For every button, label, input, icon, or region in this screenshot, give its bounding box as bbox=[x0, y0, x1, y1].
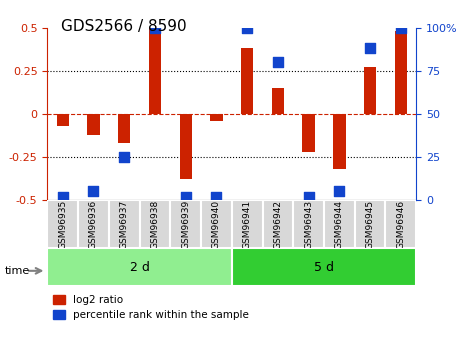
FancyBboxPatch shape bbox=[140, 200, 170, 248]
Text: GSM96938: GSM96938 bbox=[150, 200, 159, 249]
Text: GSM96935: GSM96935 bbox=[58, 200, 67, 249]
Text: GSM96945: GSM96945 bbox=[366, 200, 375, 249]
Bar bbox=[57, 114, 69, 126]
FancyBboxPatch shape bbox=[232, 248, 416, 286]
Point bbox=[274, 59, 282, 65]
FancyBboxPatch shape bbox=[47, 200, 78, 248]
Bar bbox=[303, 114, 315, 152]
Point bbox=[151, 25, 159, 30]
FancyBboxPatch shape bbox=[385, 200, 416, 248]
Point bbox=[243, 25, 251, 30]
Point bbox=[59, 194, 66, 199]
Text: GSM96946: GSM96946 bbox=[396, 200, 405, 249]
Point bbox=[182, 194, 189, 199]
Point bbox=[305, 194, 312, 199]
FancyBboxPatch shape bbox=[293, 200, 324, 248]
Point bbox=[213, 194, 220, 199]
Bar bbox=[394, 31, 407, 114]
FancyBboxPatch shape bbox=[109, 200, 140, 248]
FancyBboxPatch shape bbox=[324, 200, 355, 248]
Text: 2 d: 2 d bbox=[130, 261, 149, 274]
Text: time: time bbox=[5, 266, 30, 276]
Text: GSM96940: GSM96940 bbox=[212, 200, 221, 249]
Text: GSM96937: GSM96937 bbox=[120, 200, 129, 249]
Text: GDS2566 / 8590: GDS2566 / 8590 bbox=[61, 19, 187, 34]
Point bbox=[366, 46, 374, 51]
Text: GSM96942: GSM96942 bbox=[273, 200, 282, 249]
Bar bbox=[118, 114, 131, 143]
Bar bbox=[180, 114, 192, 179]
Bar bbox=[149, 28, 161, 114]
Bar bbox=[333, 114, 345, 169]
Bar bbox=[241, 48, 254, 114]
Point bbox=[90, 189, 97, 194]
FancyBboxPatch shape bbox=[201, 200, 232, 248]
Point bbox=[120, 154, 128, 160]
FancyBboxPatch shape bbox=[170, 200, 201, 248]
FancyBboxPatch shape bbox=[78, 200, 109, 248]
FancyBboxPatch shape bbox=[232, 200, 263, 248]
Bar bbox=[87, 114, 99, 135]
Text: GSM96944: GSM96944 bbox=[335, 200, 344, 249]
Legend: log2 ratio, percentile rank within the sample: log2 ratio, percentile rank within the s… bbox=[53, 295, 249, 320]
FancyBboxPatch shape bbox=[47, 248, 232, 286]
Bar bbox=[210, 114, 223, 121]
Point bbox=[397, 25, 405, 30]
Text: GSM96943: GSM96943 bbox=[304, 200, 313, 249]
FancyBboxPatch shape bbox=[355, 200, 385, 248]
FancyBboxPatch shape bbox=[263, 200, 293, 248]
Bar bbox=[272, 88, 284, 114]
Text: GSM96939: GSM96939 bbox=[181, 200, 190, 249]
Bar bbox=[364, 67, 377, 114]
Text: GSM96936: GSM96936 bbox=[89, 200, 98, 249]
Text: 5 d: 5 d bbox=[314, 261, 334, 274]
Text: GSM96941: GSM96941 bbox=[243, 200, 252, 249]
Point bbox=[336, 189, 343, 194]
